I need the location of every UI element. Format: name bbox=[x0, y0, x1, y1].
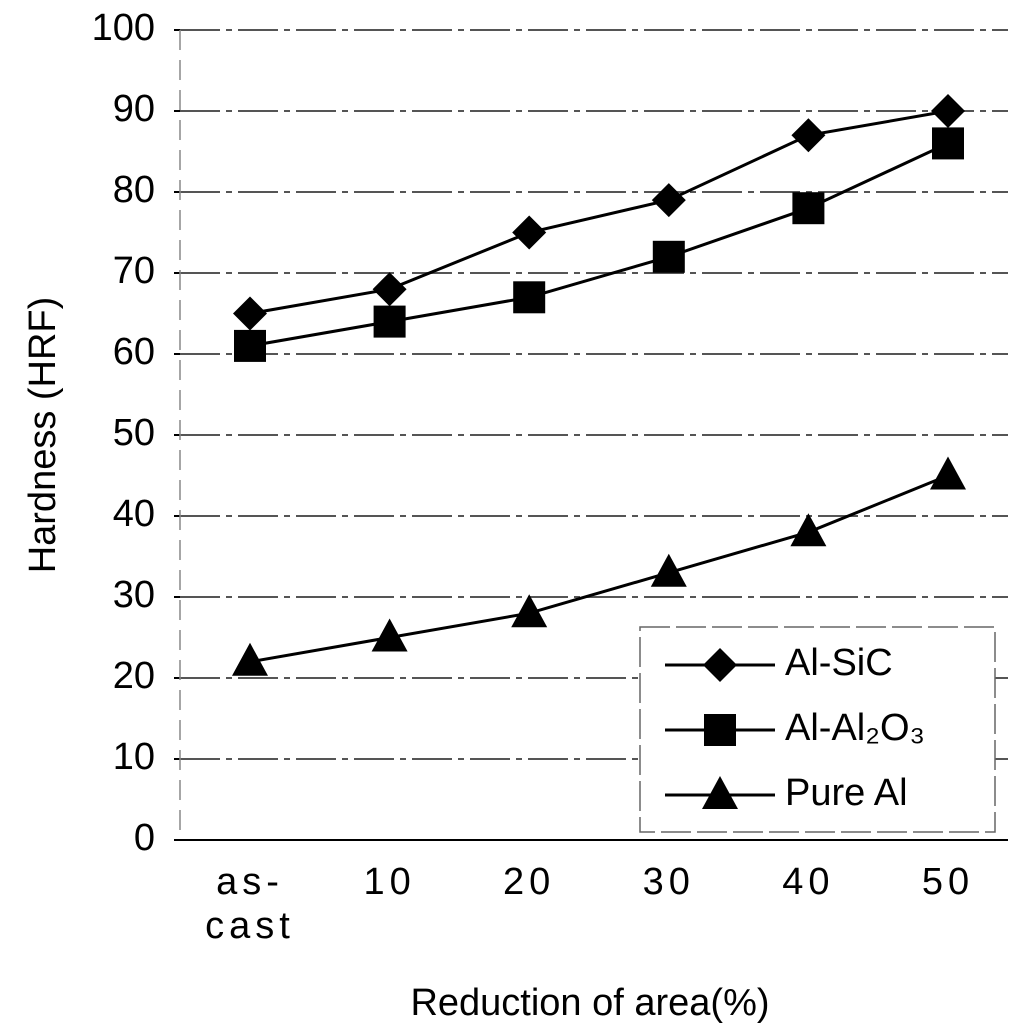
data-point bbox=[372, 272, 407, 307]
x-tick-label: 30 bbox=[642, 861, 695, 903]
y-tick-label: 80 bbox=[113, 169, 155, 211]
y-tick-label: 100 bbox=[92, 7, 155, 49]
data-point bbox=[650, 553, 687, 587]
series-line bbox=[249, 142, 949, 348]
data-point bbox=[512, 215, 547, 250]
data-point bbox=[232, 642, 268, 676]
data-point bbox=[790, 513, 827, 547]
data-point bbox=[511, 594, 548, 628]
data-point bbox=[791, 118, 826, 153]
data-point bbox=[233, 296, 267, 331]
x-tick-label: 20 bbox=[503, 861, 556, 903]
y-tick-label: 10 bbox=[113, 736, 155, 778]
data-point bbox=[792, 192, 825, 225]
data-point bbox=[651, 183, 686, 218]
x-tick-label: 50 bbox=[921, 861, 975, 903]
legend-label: Al-Al₂O₃ bbox=[785, 707, 925, 749]
legend-marker bbox=[703, 648, 737, 682]
x-tick-label: 40 bbox=[782, 861, 835, 903]
y-axis-title: Hardness (HRF) bbox=[22, 297, 64, 574]
y-tick-label: 20 bbox=[113, 655, 155, 697]
legend-marker bbox=[702, 776, 738, 809]
data-point bbox=[234, 329, 266, 362]
x-axis-title: Reduction of area(%) bbox=[410, 982, 769, 1024]
x-tick-label: 10 bbox=[363, 861, 416, 903]
y-tick-label: 70 bbox=[113, 250, 155, 292]
data-point bbox=[652, 240, 685, 273]
y-tick-label: 90 bbox=[113, 88, 155, 130]
legend-marker bbox=[704, 714, 736, 746]
y-tick-label: 50 bbox=[113, 412, 155, 454]
y-tick-label: 0 bbox=[134, 817, 155, 859]
data-point bbox=[513, 281, 546, 314]
legend-label: Pure Al bbox=[785, 772, 908, 814]
data-point bbox=[931, 94, 965, 128]
series-line bbox=[249, 109, 949, 315]
series-line bbox=[249, 474, 949, 664]
y-tick-label: 30 bbox=[113, 574, 155, 616]
data-point bbox=[373, 305, 406, 338]
x-tick-label: as-cast bbox=[205, 861, 295, 947]
data-point bbox=[932, 127, 964, 160]
y-tick-label: 40 bbox=[113, 493, 155, 535]
legend-label: Al-SiC bbox=[785, 642, 893, 684]
data-point bbox=[930, 456, 966, 490]
data-point bbox=[371, 618, 408, 652]
y-tick-label: 60 bbox=[113, 331, 155, 373]
